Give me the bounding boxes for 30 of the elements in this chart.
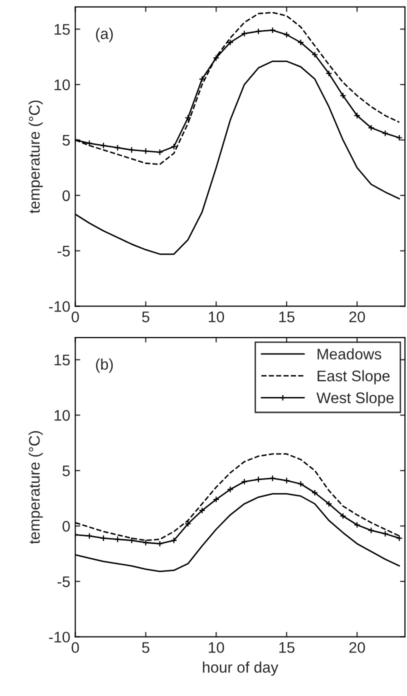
- y-tick-label: -10: [49, 301, 70, 312]
- x-axis-title: hour of day: [202, 662, 278, 676]
- y-axis-title: temperature (°C): [28, 100, 43, 214]
- x-tick-label: 5: [142, 642, 150, 653]
- x-tick-label: 0: [72, 312, 79, 322]
- x-tick-label: 15: [279, 642, 294, 653]
- y-tick-label: 5: [62, 466, 70, 476]
- legend-label: East Slope: [318, 370, 390, 384]
- x-tick-label: 5: [142, 312, 150, 322]
- x-tick-label: 15: [279, 312, 294, 322]
- y-tick-label: -5: [58, 576, 70, 588]
- y-tick-label: 15: [54, 24, 70, 35]
- x-tick-label: 20: [349, 312, 365, 322]
- y-tick-label: 5: [62, 135, 70, 146]
- y-tick-label: 0: [62, 520, 70, 532]
- y-tick-label: -10: [49, 632, 70, 643]
- x-tick-label: 20: [349, 642, 365, 653]
- y-tick-label: 10: [54, 79, 70, 90]
- y-tick-label: 10: [54, 410, 70, 421]
- y-tick-label: 0: [62, 190, 70, 202]
- x-tick-label: 10: [208, 642, 224, 653]
- legend-label: Meadows: [318, 348, 382, 360]
- annotation: (b): [96, 358, 113, 373]
- y-tick-label: -5: [58, 246, 70, 257]
- annotation: (a): [96, 28, 113, 42]
- y-axis-title: temperature (°C): [28, 431, 43, 544]
- y-tick-label: 15: [54, 354, 70, 366]
- x-tick-label: 0: [72, 642, 79, 653]
- legend-label: West Slope: [316, 392, 394, 406]
- x-tick-label: 10: [208, 312, 224, 322]
